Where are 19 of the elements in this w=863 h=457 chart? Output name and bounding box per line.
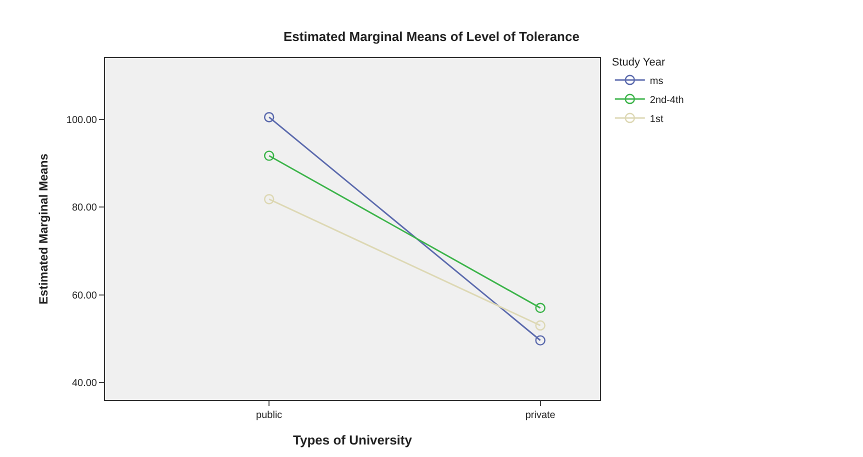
y-tick-label: 100.00 [66,114,98,126]
y-tick-label: 40.00 [72,378,98,389]
x-axis-title: Types of University [293,432,413,448]
legend-label: 2nd-4th [650,94,684,106]
y-tick-label: 60.00 [72,290,98,302]
legend-label: ms [650,76,664,87]
x-tick-label: public [256,410,282,421]
y-tick-label: 80.00 [72,202,98,214]
legend-title: Study Year [612,56,666,68]
point [264,112,274,122]
point [264,194,274,204]
point [264,150,274,161]
x-tick-label: private [525,410,556,421]
point [535,335,546,346]
point [535,302,546,314]
legend-label: 1st [650,114,664,125]
chart-title: Estimated Marginal Means of Level of Tolerance [284,29,580,44]
y-axis-title: Estimated Marginal Means [36,153,51,304]
point [535,320,546,331]
